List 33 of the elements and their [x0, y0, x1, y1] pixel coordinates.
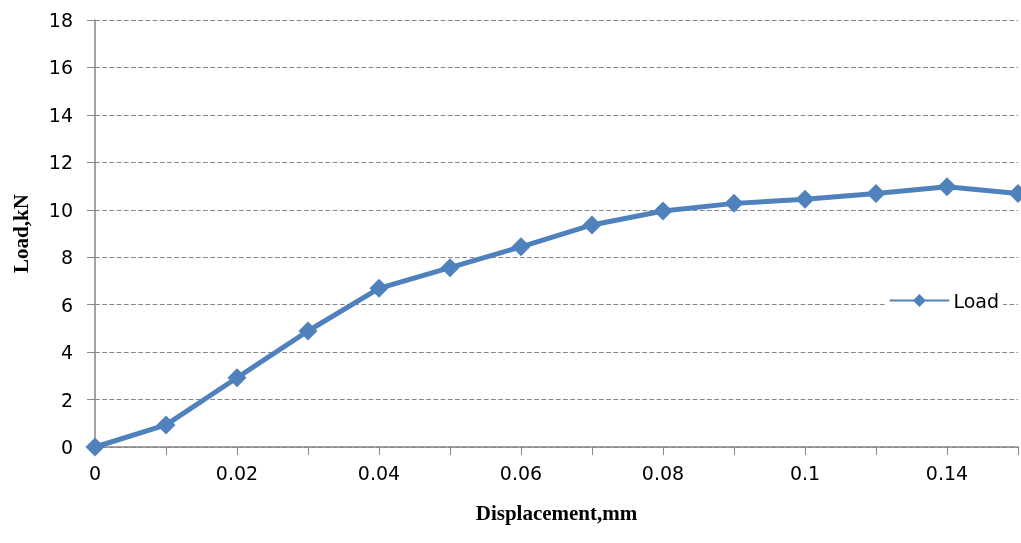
- point: [156, 415, 176, 435]
- y-tick-label: 10: [48, 198, 73, 221]
- x-tick-label: 0: [88, 461, 102, 484]
- point: [227, 368, 247, 388]
- x-tick-label: 0.02: [215, 461, 259, 484]
- point: [795, 189, 815, 209]
- point: [653, 201, 673, 221]
- y-tick-label: 0: [60, 436, 73, 458]
- y-tick-label: 12: [48, 151, 73, 174]
- point: [440, 258, 460, 278]
- y-tick-label: 6: [60, 293, 73, 316]
- point: [511, 237, 531, 257]
- point: [866, 183, 886, 203]
- y-tick-label: 4: [60, 341, 73, 364]
- x-axis-title: Displacement,mm: [475, 500, 638, 525]
- point: [369, 278, 389, 298]
- x-tick-label: 0.1: [789, 461, 821, 484]
- point: [937, 177, 957, 197]
- point: [582, 215, 602, 235]
- legend-label: Load: [953, 289, 1000, 312]
- y-tick-label: 8: [60, 246, 73, 269]
- x-tick-label: 0.06: [499, 461, 543, 484]
- y-tick-label: 16: [48, 56, 73, 79]
- y-axis-title: Load,kN: [8, 194, 33, 273]
- y-tick-label: 2: [60, 388, 73, 411]
- x-tick-label: 0.04: [357, 461, 401, 484]
- y-tick-label: 18: [48, 9, 73, 31]
- point: [85, 437, 105, 457]
- x-tick-label: 0.08: [641, 461, 685, 484]
- y-tick-label: 14: [48, 103, 73, 126]
- point: [298, 321, 318, 341]
- x-tick-label: 0.14: [925, 461, 969, 484]
- point: [724, 193, 744, 213]
